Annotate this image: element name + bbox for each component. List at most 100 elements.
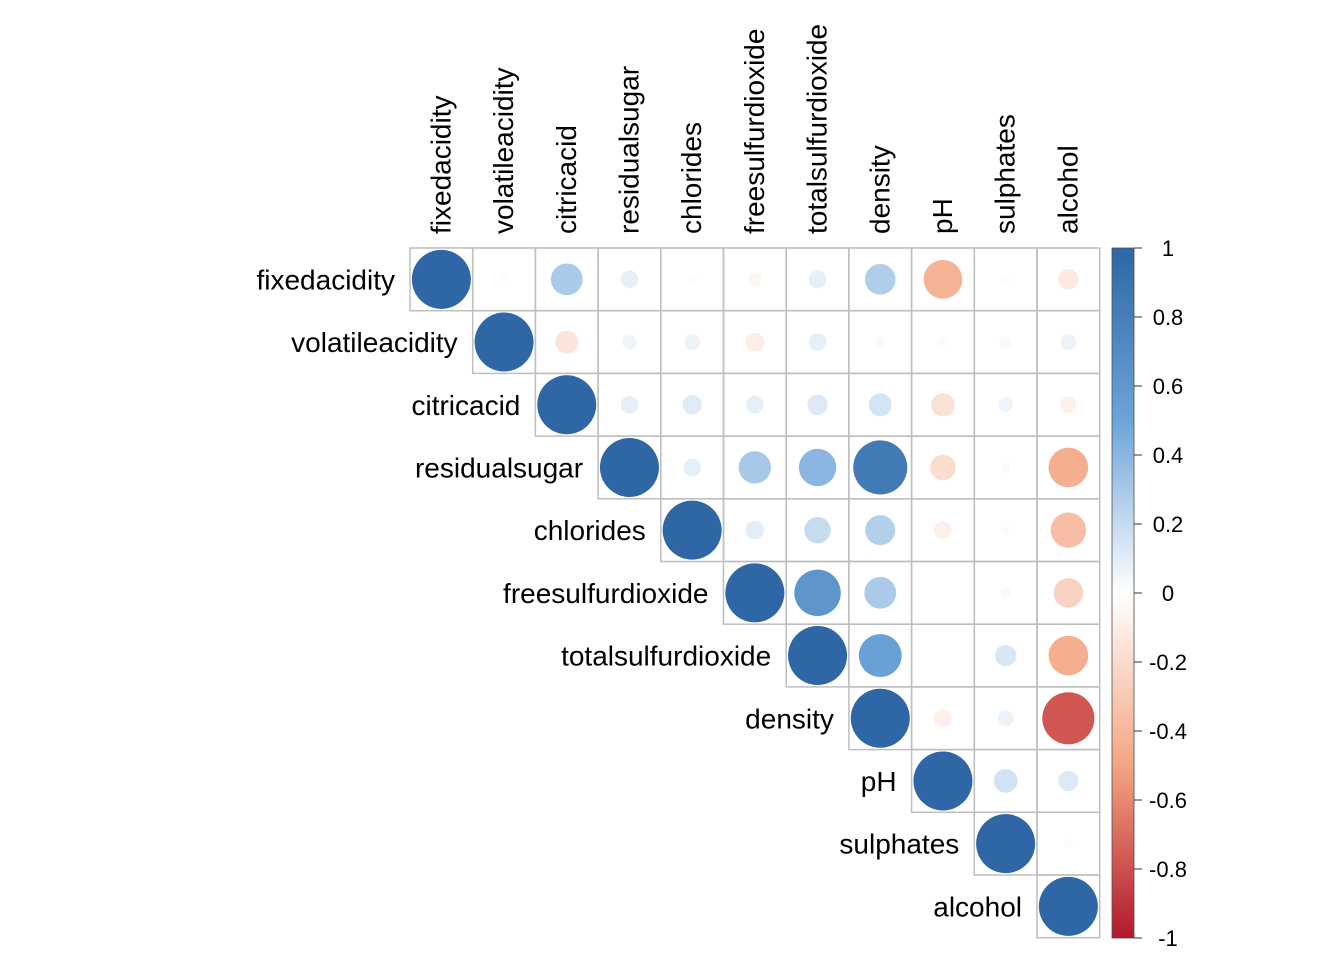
corr-circle-citricacid-density	[868, 393, 892, 417]
corr-circle-residualsugar-residualsugar	[599, 437, 659, 497]
corr-circle-volatileacidity-chlorides	[684, 334, 700, 350]
corr-circle-volatileacidity-citricacid	[555, 330, 579, 354]
row-label-freesulfurdioxide: freesulfurdioxide	[503, 578, 708, 609]
colorbar: 1 0.8 0.6 0.4 0.2 0 -0.2 -0.4 -0.6 -0.8 -1	[1111, 236, 1187, 951]
corr-circle-fixedacidity-fixedacidity	[411, 249, 471, 309]
corr-circle-citricacid-chlorides	[682, 394, 702, 415]
corr-circle-citricacid-alcohol	[1060, 396, 1077, 414]
column-label-freesulfurdioxide: freesulfurdioxide	[739, 29, 770, 234]
corr-circle-density-density	[850, 688, 910, 748]
corr-circle-fixedacidity-chlorides	[687, 275, 697, 284]
corr-circle-residualsugar-freesulfurdioxide	[738, 451, 772, 484]
colorbar-tick-label: 1	[1162, 236, 1174, 261]
column-label-residualsugar: residualsugar	[614, 66, 645, 234]
corr-circle-chlorides-density	[865, 515, 896, 546]
column-label-chlorides: chlorides	[676, 122, 707, 234]
column-label-fixedacidity: fixedacidity	[425, 95, 456, 234]
corr-circle-volatileacidity-totalsulfurdioxide	[808, 333, 827, 351]
colorbar-tick-label: 0.8	[1153, 305, 1184, 330]
corr-circle-volatileacidity-sulphates	[999, 336, 1012, 348]
corr-circle-pH-pH	[913, 751, 973, 811]
corr-circle-citricacid-totalsulfurdioxide	[807, 394, 828, 415]
colorbar-tick-label: -0.2	[1149, 650, 1187, 675]
row-label-totalsulfurdioxide: totalsulfurdioxide	[561, 641, 771, 672]
corr-circle-pH-alcohol	[1058, 770, 1079, 792]
column-label-sulphates: sulphates	[990, 114, 1021, 234]
corr-circle-volatileacidity-density	[875, 336, 886, 348]
colorbar-tick-label: 0.4	[1153, 443, 1184, 468]
corr-circle-freesulfurdioxide-sulphates	[1000, 587, 1011, 598]
corr-circle-totalsulfurdioxide-density	[858, 634, 902, 678]
corr-circle-citricacid-residualsugar	[620, 395, 639, 414]
corr-circle-volatileacidity-pH	[937, 336, 949, 348]
row-labels: fixedacidity volatileacidity citricacid res…	[256, 264, 1022, 922]
row-label-residualsugar: residualsugar	[415, 452, 583, 483]
column-label-alcohol: alcohol	[1052, 145, 1083, 234]
colorbar-gradient	[1111, 247, 1135, 939]
corr-circle-residualsugar-alcohol	[1048, 447, 1089, 488]
corr-circle-density-alcohol	[1042, 692, 1095, 745]
corr-circle-fixedacidity-alcohol	[1058, 269, 1079, 290]
column-label-pH: pH	[927, 198, 958, 234]
corr-circle-pH-sulphates	[993, 769, 1018, 793]
row-label-alcohol: alcohol	[933, 891, 1022, 922]
corr-circle-totalsulfurdioxide-sulphates	[995, 644, 1017, 667]
corr-circle-density-pH	[934, 709, 952, 728]
corr-circle-residualsugar-sulphates	[1000, 462, 1011, 473]
corr-circle-volatileacidity-volatileacidity	[474, 312, 534, 372]
corr-circle-volatileacidity-alcohol	[1060, 334, 1077, 350]
corr-circle-chlorides-freesulfurdioxide	[745, 520, 765, 540]
corr-circle-sulphates-sulphates	[976, 814, 1036, 874]
corr-circle-alcohol-alcohol	[1038, 876, 1098, 936]
column-label-totalsulfurdioxide: totalsulfurdioxide	[802, 24, 833, 234]
row-label-volatileacidity: volatileacidity	[291, 327, 458, 358]
corr-circle-fixedacidity-residualsugar	[620, 270, 639, 289]
grid-cell	[910, 560, 976, 625]
colorbar-tick-label: 0	[1162, 581, 1174, 606]
column-label-volatileacidity: volatileacidity	[488, 67, 519, 234]
corr-circle-sulphates-alcohol	[1064, 839, 1073, 848]
corr-circle-fixedacidity-sulphates	[1001, 275, 1010, 284]
row-label-pH: pH	[861, 766, 897, 797]
grid-layer	[409, 247, 1101, 939]
row-label-chlorides: chlorides	[534, 515, 646, 546]
grid-cell	[1036, 874, 1101, 939]
corr-circle-fixedacidity-volatileacidity	[499, 275, 509, 284]
corr-circle-residualsugar-totalsulfurdioxide	[798, 448, 837, 487]
colorbar-tick-label: -0.8	[1149, 857, 1187, 882]
corr-circle-chlorides-alcohol	[1050, 512, 1087, 548]
row-label-sulphates: sulphates	[839, 829, 959, 860]
corr-circle-fixedacidity-freesulfurdioxide	[748, 272, 762, 286]
corr-circle-freesulfurdioxide-freesulfurdioxide	[725, 563, 785, 623]
corr-circle-citricacid-sulphates	[998, 397, 1013, 412]
corr-circle-citricacid-freesulfurdioxide	[746, 395, 764, 414]
corr-circle-fixedacidity-citricacid	[550, 263, 583, 296]
corr-circle-fixedacidity-totalsulfurdioxide	[808, 270, 827, 289]
corr-circle-residualsugar-density	[853, 440, 908, 495]
corr-circle-chlorides-sulphates	[1001, 525, 1010, 535]
corr-circle-residualsugar-chlorides	[683, 458, 702, 477]
row-label-citricacid: citricacid	[411, 390, 520, 421]
corr-circle-freesulfurdioxide-density	[864, 576, 897, 609]
corr-circle-chlorides-pH	[934, 521, 952, 540]
corr-circle-volatileacidity-residualsugar	[622, 334, 637, 350]
corr-circle-density-sulphates	[997, 710, 1014, 727]
corr-circle-fixedacidity-pH	[923, 260, 963, 299]
column-label-density: density	[864, 145, 895, 234]
circle-layer	[411, 249, 1098, 936]
corr-circle-totalsulfurdioxide-alcohol	[1048, 635, 1089, 676]
corr-circle-citricacid-citricacid	[537, 375, 597, 435]
corr-circle-volatileacidity-freesulfurdioxide	[745, 332, 765, 352]
colorbar-tick-label: -0.6	[1149, 788, 1187, 813]
corr-circle-chlorides-totalsulfurdioxide	[804, 516, 831, 544]
corr-circle-chlorides-chlorides	[662, 500, 722, 560]
corr-circle-totalsulfurdioxide-totalsulfurdioxide	[788, 626, 848, 686]
column-label-citricacid: citricacid	[551, 125, 582, 234]
row-label-density: density	[745, 703, 834, 734]
corr-circle-freesulfurdioxide-alcohol	[1053, 578, 1084, 608]
column-labels: fixedacidity volatileacidity citricacid res…	[425, 24, 1083, 234]
colorbar-tick-label: -0.4	[1149, 719, 1187, 744]
corr-circle-fixedacidity-density	[864, 264, 896, 295]
